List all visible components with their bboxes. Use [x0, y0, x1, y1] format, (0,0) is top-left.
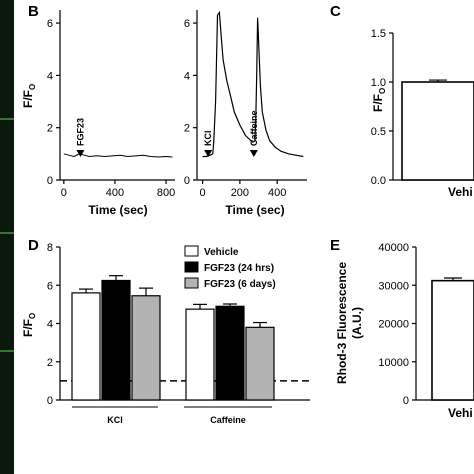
stimulus-label: FGF23 — [75, 118, 85, 146]
stimulus-arrow-icon — [76, 150, 85, 157]
y-tick-label: 4 — [47, 70, 53, 82]
y-axis-label: Rhod-3 Fluorescence — [335, 262, 349, 384]
y-tick-label: 30000 — [378, 280, 409, 292]
y-tick-label: 0.5 — [371, 126, 386, 138]
bar-vehicle — [431, 279, 474, 401]
y-tick-label: 0 — [184, 175, 190, 187]
y-tick-label: 10000 — [378, 357, 409, 369]
bar-2-1 — [245, 326, 275, 401]
legend-label-fgf23-6d: FGF23 (6 days) — [204, 279, 276, 290]
panel-label-c: C — [330, 3, 341, 20]
stimulus-arrow-icon — [249, 150, 258, 157]
y-tick-label: 0 — [47, 395, 53, 407]
y-tick-label: 6 — [47, 280, 53, 292]
y-axis-label: F/FO — [21, 313, 37, 337]
stimulus-arrow-icon — [204, 150, 213, 157]
trace-line — [202, 10, 304, 158]
category-label: Vehi — [448, 406, 473, 420]
chart-b2: 0 2 4 6 0 200 400 KCl Caffeine Time (sec) — [184, 10, 307, 217]
y-tick-label: 0 — [403, 395, 409, 407]
x-tick-label: 400 — [268, 187, 286, 199]
legend-swatch-vehicle — [184, 245, 199, 257]
bar-0-0 — [71, 292, 101, 401]
legend-label-fgf23-24h: FGF23 (24 hrs) — [204, 263, 274, 274]
micrograph-divider — [0, 118, 14, 120]
bar-1-0 — [101, 279, 131, 401]
y-tick-label: 1.0 — [371, 77, 386, 89]
x-axis-label: Time (sec) — [88, 203, 147, 217]
stimulus-label: KCl — [203, 131, 213, 147]
category-label-kcl: KCl — [107, 415, 123, 425]
y-tick-label: 20000 — [378, 319, 409, 331]
y-tick-label: 6 — [47, 18, 53, 30]
micrograph-divider — [0, 350, 14, 352]
x-tick-label: 400 — [106, 187, 124, 199]
x-tick-label: 200 — [231, 187, 249, 199]
y-tick-label: 0.0 — [371, 175, 386, 187]
legend: Vehicle FGF23 (24 hrs) FGF23 (6 days) — [184, 245, 276, 290]
x-tick-label: 0 — [200, 187, 206, 199]
bar-vehicle — [401, 81, 474, 181]
y-tick-label: 1.5 — [371, 28, 386, 40]
category-label: Vehi — [448, 185, 473, 199]
y-tick-label: 6 — [184, 18, 190, 30]
y-axis-label: F/FO — [371, 88, 387, 112]
y-tick-label: 40000 — [378, 242, 409, 254]
bar-0-1 — [185, 308, 215, 401]
bar-2-0 — [131, 295, 161, 401]
stimulus-label: Caffeine — [249, 110, 259, 146]
y-tick-label: 2 — [47, 357, 53, 369]
y-tick-label: 8 — [47, 242, 53, 254]
trace-line — [63, 153, 173, 158]
panel-label-b: B — [28, 3, 39, 20]
micrograph-divider — [0, 232, 14, 234]
legend-swatch-fgf23-24h — [184, 261, 199, 273]
x-tick-label: 0 — [61, 187, 67, 199]
category-label-caffeine: Caffeine — [210, 415, 246, 425]
y-tick-label: 0 — [47, 175, 53, 187]
legend-swatch-fgf23-6d — [184, 277, 199, 289]
x-axis-label: Time (sec) — [225, 203, 284, 217]
y-tick-label: 4 — [184, 70, 190, 82]
bar-1-1 — [215, 305, 245, 401]
y-tick-label: 4 — [47, 319, 53, 331]
chart-e: 0 10000 20000 30000 40000 Rhod-3 Fluorescenc… — [335, 242, 474, 420]
y-tick-label: 2 — [184, 123, 190, 135]
y-axis-label: F/FO — [21, 84, 37, 108]
x-tick-label: 800 — [157, 187, 175, 199]
panel-label-e: E — [330, 237, 340, 254]
legend-label-vehicle: Vehicle — [204, 247, 239, 258]
chart-d: 0 2 4 6 8 KCl Caffeine F/FO Vehicle FGF23 (2… — [21, 242, 310, 425]
chart-b1: 0 2 4 6 0 400 800 FGF23 F/FO Time (sec) — [21, 10, 175, 217]
y-tick-label: 2 — [47, 123, 53, 135]
panel-label-d: D — [28, 237, 39, 254]
y-axis-label-units: (A.U.) — [350, 307, 364, 339]
chart-c: 0.0 0.5 1.0 1.5 F/FO Vehi — [371, 28, 474, 199]
